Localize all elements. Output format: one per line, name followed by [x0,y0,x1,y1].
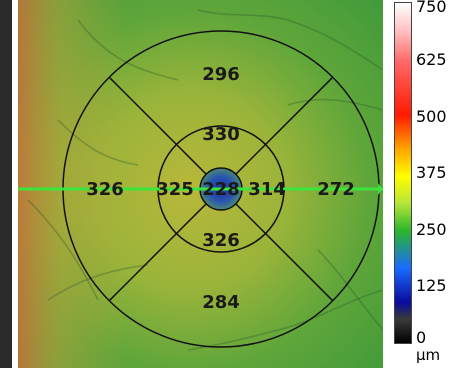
tick-label-625: 625 [416,50,447,69]
thickness-map: 296 330 326 325 228 314 272 326 284 [18,0,383,368]
left-edge-bar [0,0,12,368]
diag-nw-inner [175,143,207,175]
diag-nw [108,76,178,146]
inner-temporal-value: 325 [156,179,194,200]
diag-ne [264,76,334,146]
color-scale: 750 625 500 375 250 125 0 µm [394,0,465,368]
diag-sw [108,232,178,302]
outer-inferior-value: 284 [202,292,240,313]
tick-label-500: 500 [416,107,447,126]
tick-label-375: 375 [416,163,447,182]
retinal-vessels [27,9,383,351]
tick-label-250: 250 [416,220,447,239]
inner-nasal-value: 314 [248,179,286,200]
tick-label-125: 125 [416,276,447,295]
outer-nasal-value: 272 [317,179,355,200]
center-value: 228 [202,179,240,200]
scan-line-arrow [378,183,382,195]
inner-inferior-value: 326 [202,230,240,251]
diag-se-inner [235,203,267,235]
outer-temporal-value: 326 [86,179,124,200]
diag-sw-inner [175,203,207,235]
inner-superior-value: 330 [202,124,240,145]
outer-superior-value: 296 [202,64,240,85]
etdrs-grid-svg: 296 330 326 325 228 314 272 326 284 [18,0,383,368]
unit-label: µm [416,346,441,364]
tick-label-750: 750 [416,0,447,16]
diag-se [264,232,334,302]
colorbar [394,2,412,344]
diag-ne-inner [235,143,267,175]
tick-label-0: 0 [416,328,427,347]
